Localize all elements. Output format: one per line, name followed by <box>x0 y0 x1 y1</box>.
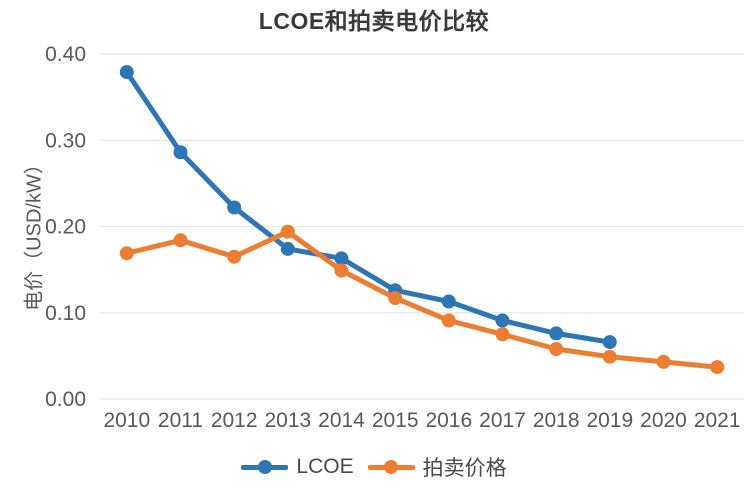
y-tick-label: 0.00 <box>45 388 86 411</box>
data-point <box>495 313 510 328</box>
data-point <box>227 200 242 215</box>
legend: LCOE 拍卖价格 <box>0 452 748 482</box>
x-tick-label: 2013 <box>264 409 311 432</box>
plot-area: 0.40 0.30 0.20 0.10 0.00 2010 2011 2012 2013 2014… <box>45 43 744 432</box>
x-tick-label: 2014 <box>318 409 365 432</box>
data-point <box>602 335 617 350</box>
y-tick-label: 0.20 <box>45 216 86 239</box>
data-point <box>334 263 349 278</box>
x-tick-label: 2018 <box>533 409 580 432</box>
data-point <box>495 327 510 342</box>
chart-title: LCOE和拍卖电价比较 <box>258 8 490 34</box>
series-line-0 <box>124 70 611 345</box>
x-tick-label: 2012 <box>211 409 258 432</box>
lcoe-line-marker-icon <box>241 460 289 474</box>
data-point <box>119 246 134 261</box>
data-point <box>441 313 456 328</box>
data-point <box>119 65 134 80</box>
auction-price-dot-icon <box>384 460 399 474</box>
data-point <box>656 354 671 369</box>
x-tick-label: 2020 <box>640 409 687 432</box>
legend-item-auction-price: 拍卖价格 <box>367 452 507 482</box>
data-point <box>710 360 725 375</box>
x-tick-label: 2010 <box>103 409 150 432</box>
y-tick-label: 0.40 <box>45 43 86 66</box>
series-line-1 <box>126 229 718 370</box>
x-tick-label: 2019 <box>586 409 633 432</box>
data-point <box>549 342 564 356</box>
data-point <box>549 326 564 341</box>
x-tick-label: 2017 <box>479 409 526 432</box>
data-point <box>388 291 403 306</box>
legend-label-lcoe: LCOE <box>296 455 354 478</box>
auction-price-line-marker-icon <box>367 460 415 474</box>
data-point <box>602 349 617 364</box>
lcoe-dot-icon <box>257 460 272 474</box>
data-point <box>441 294 456 309</box>
x-tick-label: 2011 <box>158 409 203 432</box>
data-point <box>334 251 349 266</box>
data-point <box>227 249 242 264</box>
data-point <box>280 241 295 256</box>
x-tick-label: 2015 <box>372 409 419 432</box>
data-point <box>173 233 188 248</box>
data-point <box>173 145 188 160</box>
legend-item-lcoe: LCOE <box>241 455 354 479</box>
data-point <box>280 224 295 239</box>
legend-label-auction-price: 拍卖价格 <box>422 457 507 480</box>
y-tick-label: 0.30 <box>45 129 86 152</box>
x-tick-label: 2021 <box>694 409 741 432</box>
x-tick-label: 2016 <box>425 409 472 432</box>
y-tick-label: 0.10 <box>45 302 86 325</box>
